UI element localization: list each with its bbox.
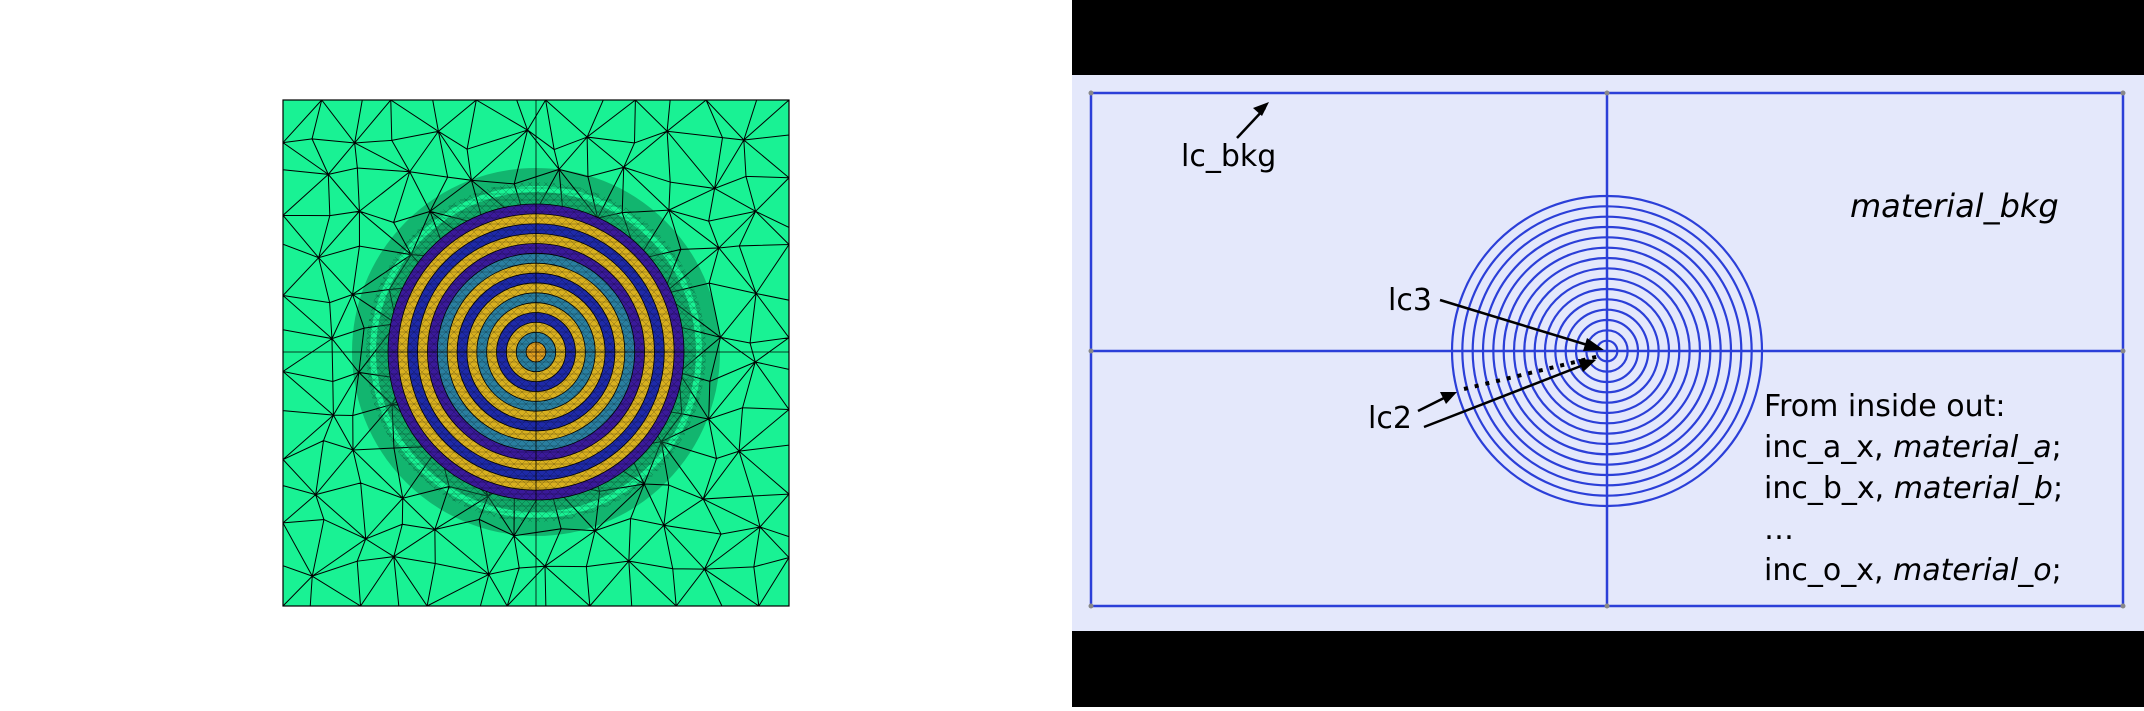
inclusion-circle <box>1492 236 1722 466</box>
inclusion-circle <box>1564 308 1650 394</box>
label-lc3: lc3 <box>1388 283 1432 318</box>
geometry-figure: lc_bkg lc3 lc2 material_bkg From inside … <box>1072 75 2144 631</box>
inclusion-circle <box>1450 194 1764 508</box>
label-material-bkg: material_bkg <box>1850 187 2059 225</box>
inclusion-circle <box>1481 225 1733 477</box>
corner-point <box>1604 603 1610 609</box>
inclusion-circle <box>1523 267 1691 435</box>
legend-line: inc_o_x, material_o; <box>1764 553 2062 588</box>
inclusion-circle <box>1595 339 1619 363</box>
legend-line: inc_b_x, material_b; <box>1764 471 2063 506</box>
inclusion-circle <box>1502 246 1712 456</box>
inclusion-circle <box>1533 277 1681 425</box>
corner-point <box>2120 603 2126 609</box>
inclusion-circle <box>1585 329 1629 373</box>
inclusion-circle <box>1512 256 1702 446</box>
label-lc-bkg: lc_bkg <box>1181 139 1276 174</box>
inclusion-circle <box>1554 298 1660 404</box>
lc-bkg-arrow-icon <box>1236 102 1269 139</box>
label-lc2: lc2 <box>1368 401 1412 436</box>
inclusion-circle <box>1543 287 1671 415</box>
corner-point <box>1088 348 1094 354</box>
inclusion-circle <box>1574 318 1640 384</box>
lc3-arrow-icon <box>1439 298 1604 351</box>
corner-point <box>1088 90 1094 96</box>
inclusion-circle <box>1471 215 1743 487</box>
corner-point <box>2120 348 2126 354</box>
mesh-figure <box>282 99 790 607</box>
legend-line: … <box>1764 512 1794 547</box>
mesh-figure-panel <box>0 0 1072 707</box>
legend-line: inc_a_x, material_a; <box>1764 430 2062 465</box>
concentric-inclusion-circles <box>1450 194 1764 508</box>
inclusion-circle <box>1461 205 1753 497</box>
lc2-arrows-icon <box>1417 354 1601 429</box>
inclusion-legend: From inside out: inc_a_x, material_a; in… <box>1764 389 2063 588</box>
legend-heading: From inside out: <box>1764 389 2005 424</box>
corner-point <box>1088 603 1094 609</box>
geometry-figure-panel: lc_bkg lc3 lc2 material_bkg From inside … <box>1072 0 2144 707</box>
corner-point <box>2120 90 2126 96</box>
corner-point <box>1604 90 1610 96</box>
